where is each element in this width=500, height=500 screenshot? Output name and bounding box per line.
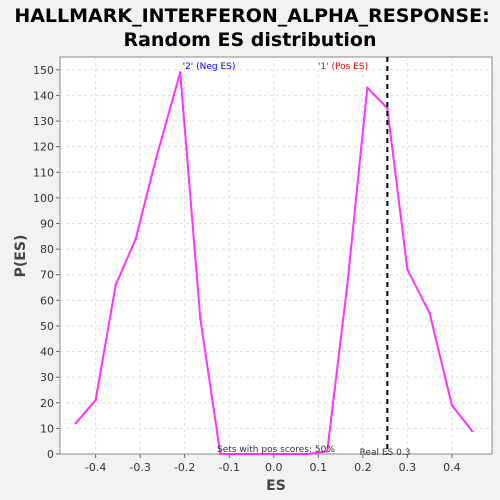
data-point bbox=[239, 452, 242, 456]
y-tick-label: 150 bbox=[33, 64, 54, 77]
data-point bbox=[428, 311, 431, 315]
chart-title-line2: Random ES distribution bbox=[123, 29, 376, 51]
data-point bbox=[259, 452, 262, 456]
real-es-text: Real ES 0.3 bbox=[360, 448, 411, 458]
x-tick-label: -0.3 bbox=[129, 461, 150, 474]
data-point bbox=[134, 237, 137, 241]
x-axis-ticks: -0.4 -0.3 -0.2 -0.1 0.0 0.1 0.2 0.3 0.4 bbox=[85, 454, 461, 474]
data-point bbox=[154, 158, 157, 161]
neg-es-label: '2' (Neg ES) bbox=[183, 62, 236, 72]
data-point bbox=[199, 317, 202, 320]
data-point bbox=[366, 86, 369, 89]
x-tick-label: 0.1 bbox=[310, 461, 328, 474]
x-tick-label: 0.2 bbox=[354, 461, 372, 474]
grid bbox=[60, 57, 492, 454]
data-point bbox=[179, 71, 182, 74]
x-tick-label: -0.2 bbox=[174, 461, 195, 474]
data-point bbox=[114, 283, 117, 287]
y-tick-label: 70 bbox=[40, 269, 54, 282]
x-tick-label: 0.0 bbox=[265, 461, 283, 474]
data-point bbox=[94, 399, 97, 402]
data-point bbox=[450, 404, 454, 407]
y-tick-label: 30 bbox=[40, 371, 54, 384]
y-tick-label: 110 bbox=[33, 166, 54, 179]
chart-title-line1: HALLMARK_INTERFERON_ALPHA_RESPONSE: bbox=[14, 5, 489, 27]
data-point bbox=[305, 452, 309, 456]
data-point bbox=[406, 268, 409, 271]
y-axis-label: P(ES) bbox=[13, 235, 29, 278]
data-point bbox=[285, 452, 289, 456]
y-tick-label: 40 bbox=[40, 346, 54, 359]
x-tick-label: -0.4 bbox=[85, 461, 106, 474]
pos-es-label: '1' (Pos ES) bbox=[318, 62, 368, 72]
pos-scores-text: Sets with pos scores: 50% bbox=[217, 445, 335, 455]
y-tick-label: 50 bbox=[40, 320, 54, 333]
x-tick-label: 0.4 bbox=[443, 461, 461, 474]
y-tick-label: 90 bbox=[40, 217, 54, 230]
y-tick-label: 140 bbox=[33, 89, 54, 102]
y-tick-label: 100 bbox=[33, 192, 54, 205]
plot-area bbox=[59, 56, 493, 455]
y-tick-label: 120 bbox=[33, 141, 54, 154]
data-point bbox=[219, 452, 222, 456]
y-tick-label: 80 bbox=[40, 243, 54, 256]
y-tick-label: 20 bbox=[40, 397, 54, 410]
data-point bbox=[346, 283, 349, 287]
data-point bbox=[326, 450, 329, 453]
annotations: '2' (Neg ES) '1' (Pos ES) Sets with pos sc… bbox=[183, 57, 411, 458]
data-point bbox=[470, 429, 474, 433]
y-tick-label: 0 bbox=[47, 448, 54, 461]
data-point bbox=[386, 107, 389, 110]
x-tick-label: -0.1 bbox=[219, 461, 240, 474]
x-tick-label: 0.3 bbox=[399, 461, 417, 474]
data-point bbox=[74, 422, 77, 425]
y-tick-label: 60 bbox=[40, 294, 54, 307]
y-tick-label: 10 bbox=[40, 422, 54, 435]
x-axis-label: ES bbox=[266, 478, 286, 494]
series-line bbox=[74, 71, 473, 455]
y-tick-label: 130 bbox=[33, 115, 54, 128]
y-axis-ticks: 0 10 20 30 40 50 60 70 80 90 100 110 120 130 140 150 bbox=[33, 64, 60, 461]
series-group bbox=[74, 71, 474, 456]
